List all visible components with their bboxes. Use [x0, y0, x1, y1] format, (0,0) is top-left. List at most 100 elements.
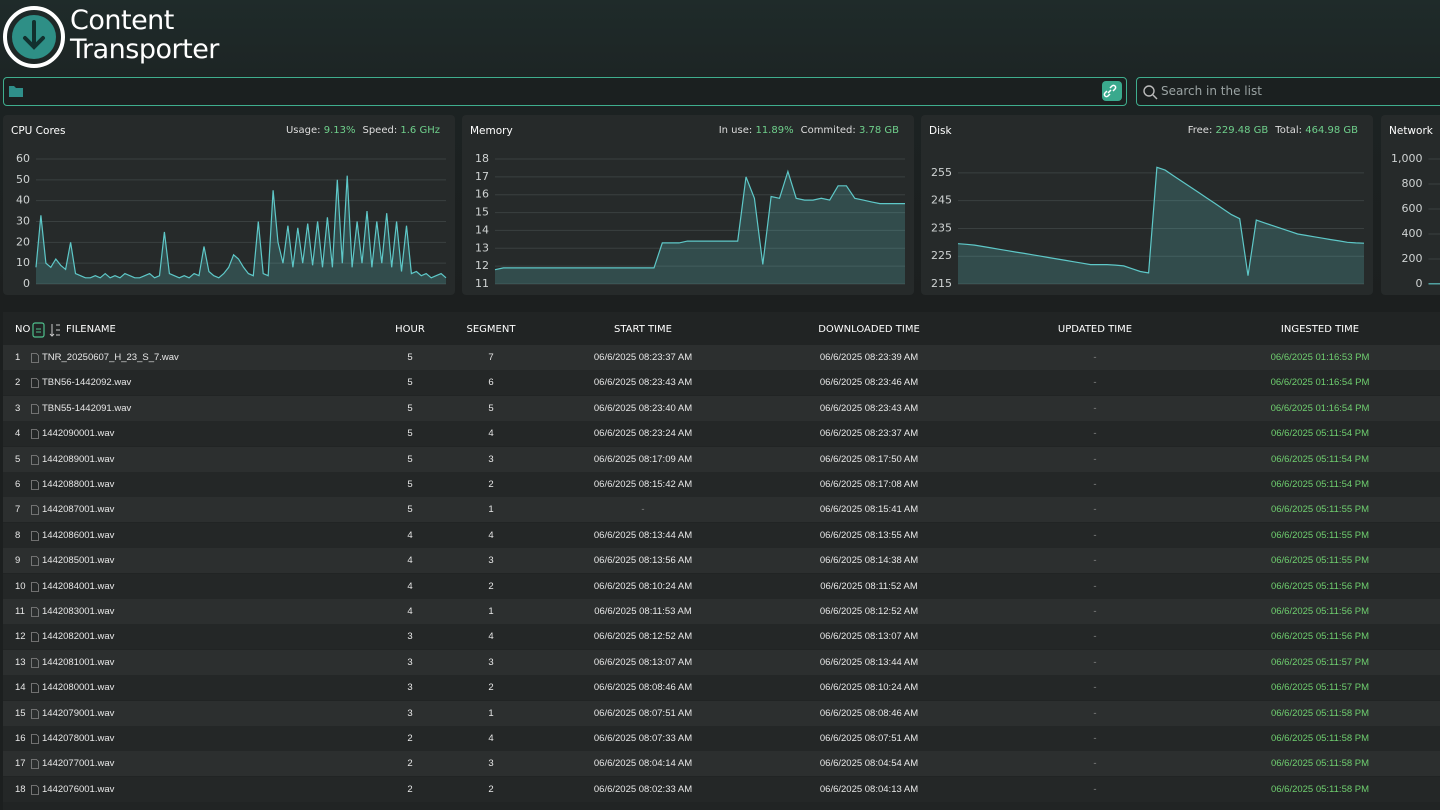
link-button[interactable]	[1102, 81, 1122, 101]
file-icon-shape	[32, 658, 39, 667]
table-cell: 06/6/2025 08:13:07 AM	[769, 631, 969, 642]
file-icon-shape	[32, 608, 39, 617]
table-cell: 06/6/2025 08:11:53 AM	[543, 606, 743, 617]
table-cell: 1442079001.wav	[42, 708, 114, 719]
table-cell: 06/6/2025 08:10:24 AM	[769, 682, 969, 693]
table-cell: 1442078001.wav	[42, 733, 114, 744]
file-icon-shape	[32, 430, 39, 439]
y-tick-label: 0	[1416, 277, 1423, 290]
table-cell: -	[995, 784, 1195, 795]
table-row[interactable]: 131442081001.wav3306/6/2025 08:13:07 AM0…	[3, 650, 1440, 675]
table-cell: -	[995, 377, 1195, 388]
table-cell: 06/6/2025 08:07:51 AM	[769, 733, 969, 744]
y-tick-label: 17	[475, 170, 489, 183]
table-row[interactable]: 151442079001.wav3106/6/2025 08:07:51 AM0…	[3, 701, 1440, 726]
table-cell: 9	[15, 555, 20, 566]
file-icon	[31, 607, 39, 617]
table-row[interactable]: 171442077001.wav2306/6/2025 08:04:14 AM0…	[3, 751, 1440, 776]
file-table: NOFILENAMEHOURSEGMENTSTART TIMEDOWNLOADE…	[3, 312, 1440, 810]
app-title: Content Transporter	[70, 6, 230, 64]
table-cell: -	[995, 758, 1195, 769]
folder-icon[interactable]	[8, 84, 24, 98]
table-cell: 4	[15, 428, 20, 439]
file-icon-shape	[32, 354, 39, 363]
table-cell: 06/6/2025 05:11:54 PM	[1220, 454, 1420, 465]
table-cell: 06/6/2025 08:13:56 AM	[543, 555, 743, 566]
file-icon	[31, 734, 39, 744]
table-cell: 1442090001.wav	[42, 428, 114, 439]
table-cell: 18	[15, 784, 26, 795]
table-cell: -	[543, 504, 743, 515]
path-input[interactable]	[3, 77, 1127, 106]
table-row[interactable]: 91442085001.wav4306/6/2025 08:13:56 AM06…	[3, 548, 1440, 573]
y-tick-label: 50	[16, 173, 30, 186]
table-cell: 1442089001.wav	[42, 454, 114, 465]
column-header: FILENAME	[66, 324, 116, 335]
panel: DiskFree: 229.48 GBTotal: 464.98 GB21522…	[921, 115, 1373, 295]
header-icons	[32, 322, 66, 338]
table-cell: 1	[15, 352, 20, 363]
file-icon-shape	[32, 404, 39, 413]
table-cell: 8	[15, 530, 20, 541]
table-row[interactable]: 41442090001.wav5406/6/2025 08:23:24 AM06…	[3, 421, 1440, 446]
table-row[interactable]: 141442080001.wav3206/6/2025 08:08:46 AM0…	[3, 675, 1440, 700]
table-row[interactable]: 121442082001.wav3406/6/2025 08:12:52 AM0…	[3, 624, 1440, 649]
table-cell: 06/6/2025 08:15:42 AM	[543, 479, 743, 490]
table-cell: -	[995, 428, 1195, 439]
file-icon-shape	[32, 735, 39, 744]
file-icon-shape	[32, 709, 39, 718]
table-cell: -	[995, 454, 1195, 465]
table-cell: 06/6/2025 08:04:54 AM	[769, 758, 969, 769]
search-placeholder: Search in the list	[1161, 84, 1262, 98]
y-tick-label: 15	[475, 206, 489, 219]
column-header: UPDATED TIME	[995, 324, 1195, 335]
table-cell: 06/6/2025 08:08:46 AM	[543, 682, 743, 693]
search-input[interactable]: Search in the list	[1136, 77, 1440, 106]
table-cell: 12	[15, 631, 26, 642]
table-row[interactable]: 81442086001.wav4406/6/2025 08:13:44 AM06…	[3, 523, 1440, 548]
table-cell: 06/6/2025 08:14:38 AM	[769, 555, 969, 566]
panel: Network02004006008001,000	[1381, 115, 1440, 295]
table-row[interactable]: 111442083001.wav4106/6/2025 08:11:53 AM0…	[3, 599, 1440, 624]
table-row[interactable]: 61442088001.wav5206/6/2025 08:15:42 AM06…	[3, 472, 1440, 497]
chart: 1112131415161718	[462, 115, 914, 295]
table-cell: 06/6/2025 08:13:44 AM	[543, 530, 743, 541]
table-cell: 06/6/2025 05:11:58 PM	[1220, 708, 1420, 719]
table-cell: 1442084001.wav	[42, 581, 114, 592]
table-cell: 06/6/2025 08:23:46 AM	[769, 377, 969, 388]
table-row[interactable]: 2TBN56-1442092.wav5606/6/2025 08:23:43 A…	[3, 370, 1440, 395]
table-cell: 06/6/2025 08:13:07 AM	[543, 657, 743, 668]
table-cell: 06/6/2025 08:23:37 AM	[769, 428, 969, 439]
table-cell: -	[995, 631, 1195, 642]
table-cell: 06/6/2025 05:11:54 PM	[1220, 479, 1420, 490]
table-row[interactable]: 3TBN55-1442091.wav5506/6/2025 08:23:40 A…	[3, 396, 1440, 421]
table-cell: 06/6/2025 08:23:24 AM	[543, 428, 743, 439]
table-row[interactable]: 161442078001.wav2406/6/2025 08:07:33 AM0…	[3, 726, 1440, 751]
table-cell: 06/6/2025 05:11:55 PM	[1220, 530, 1420, 541]
y-tick-label: 235	[931, 221, 952, 234]
file-icon-shape	[32, 785, 39, 794]
y-tick-label: 60	[16, 152, 30, 165]
table-cell: 1442077001.wav	[42, 758, 114, 769]
table-row[interactable]: 71442087001.wav51-06/6/2025 08:15:41 AM-…	[3, 497, 1440, 522]
search-icon	[1142, 84, 1158, 100]
table-cell: 06/6/2025 05:11:56 PM	[1220, 606, 1420, 617]
file-icon	[31, 480, 39, 490]
logo	[2, 5, 66, 69]
table-cell: 06/6/2025 08:07:33 AM	[543, 733, 743, 744]
table-cell: 06/6/2025 08:12:52 AM	[769, 606, 969, 617]
table-cell: 5	[15, 454, 20, 465]
file-icon	[31, 658, 39, 668]
table-cell: -	[995, 555, 1195, 566]
area-fill	[495, 172, 905, 285]
table-cell: -	[995, 581, 1195, 592]
table-cell: 06/6/2025 05:11:58 PM	[1220, 758, 1420, 769]
y-tick-label: 30	[16, 215, 30, 228]
y-tick-label: 200	[1402, 252, 1423, 265]
table-row[interactable]: 1TNR_20250607_H_23_S_7.wav5706/6/2025 08…	[3, 345, 1440, 370]
file-icon-shape	[32, 481, 39, 490]
table-row[interactable]: 101442084001.wav4206/6/2025 08:10:24 AM0…	[3, 574, 1440, 599]
table-row[interactable]: 51442089001.wav5306/6/2025 08:17:09 AM06…	[3, 447, 1440, 472]
table-row[interactable]: 181442076001.wav2206/6/2025 08:02:33 AM0…	[3, 777, 1440, 802]
table-cell: 06/6/2025 01:16:53 PM	[1220, 352, 1420, 363]
